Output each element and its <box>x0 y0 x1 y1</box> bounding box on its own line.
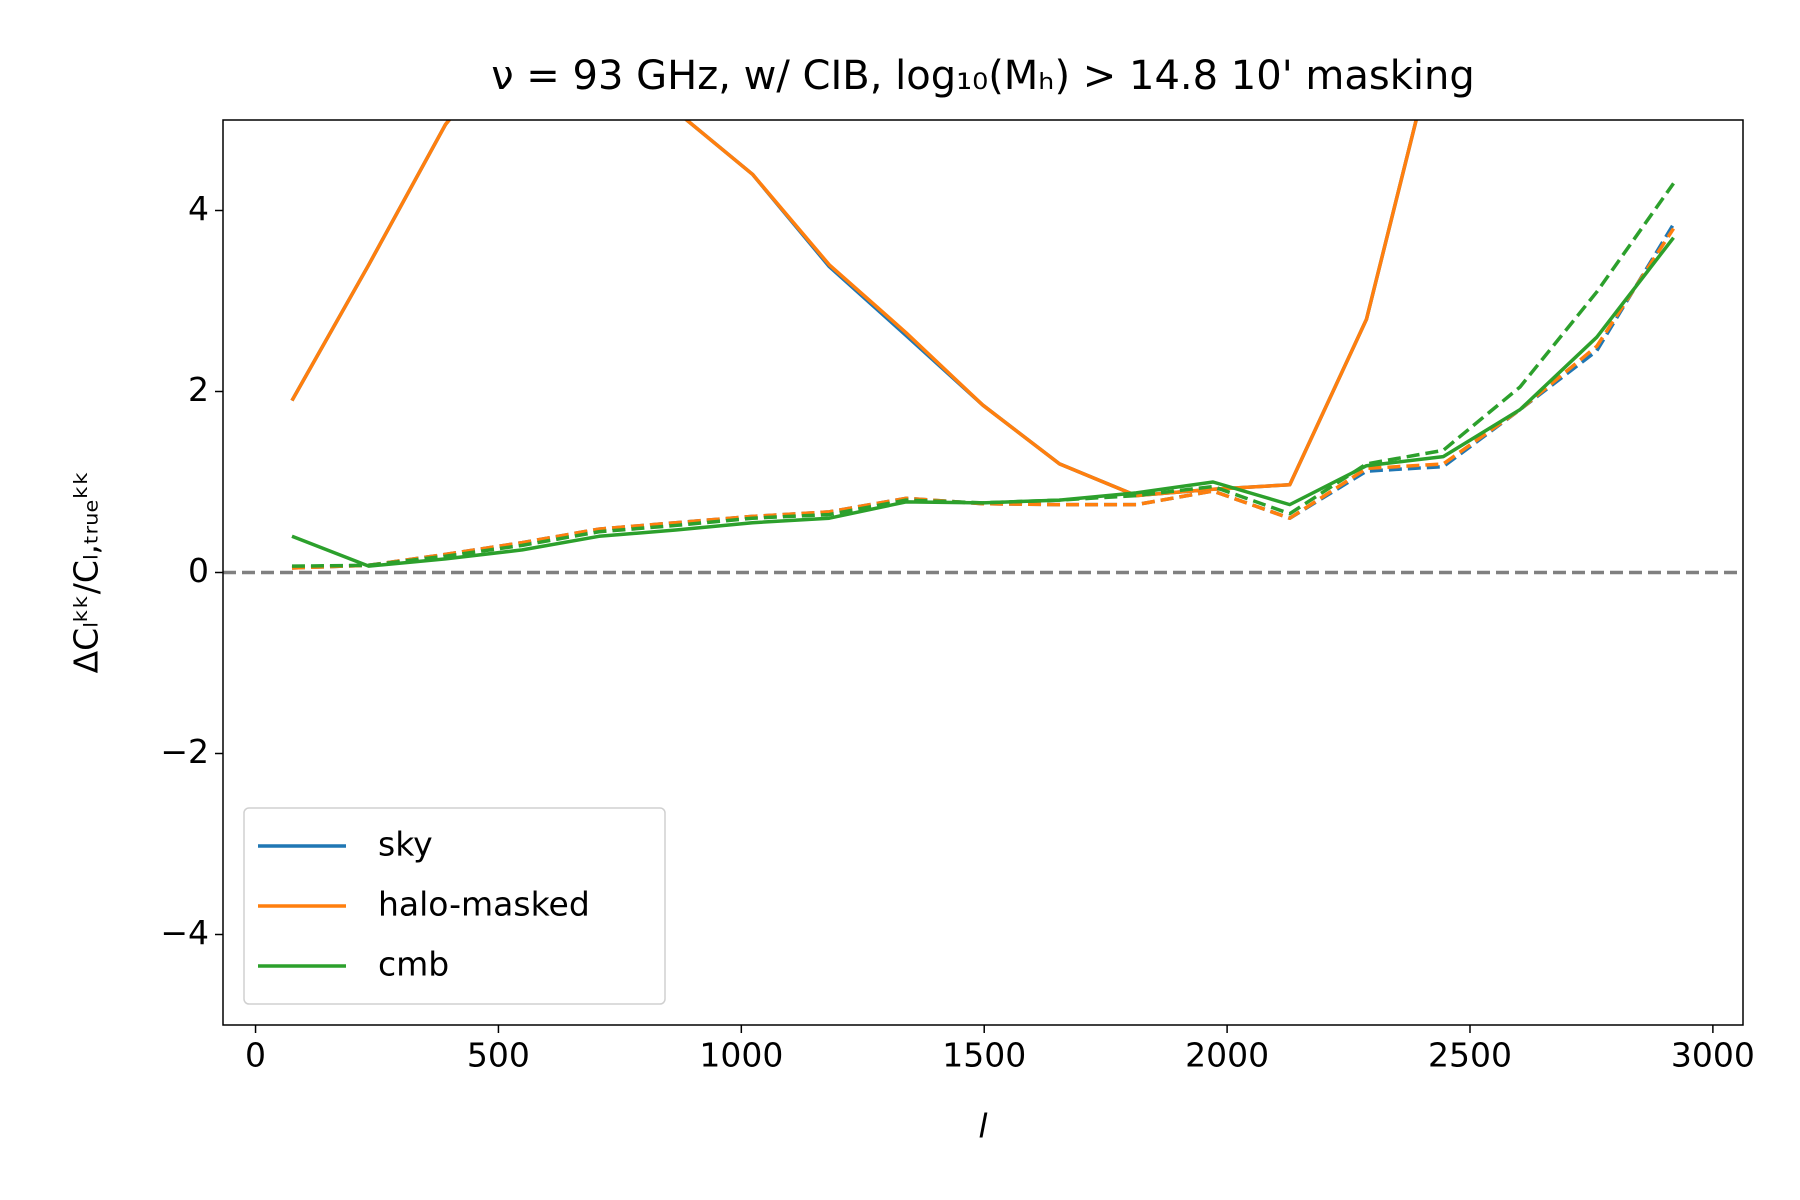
legend-box <box>243 807 666 1005</box>
line-series <box>291 227 1675 570</box>
x-tick-label: 500 <box>467 1036 530 1075</box>
plot-frame <box>222 119 1744 1026</box>
y-axis-label: ΔCₗᵏᵏ/Cₗ,ₜᵣᵤₑᵏᵏ <box>67 471 106 674</box>
x-axis-label: l <box>978 1107 987 1146</box>
x-tick-label: 1500 <box>942 1036 1026 1075</box>
legend-label: cmb <box>378 945 449 984</box>
y-tick-label: 2 <box>188 370 209 409</box>
y-tick-label: −2 <box>160 732 209 771</box>
line-series <box>291 236 1675 568</box>
legend-label: halo-masked <box>378 885 590 924</box>
line-series <box>290 120 1418 498</box>
x-tick-label: 1000 <box>699 1036 783 1075</box>
line-series <box>291 182 1675 568</box>
x-tick-label: 2000 <box>1185 1036 1269 1075</box>
x-tick-label: 2500 <box>1428 1036 1512 1075</box>
x-tick-label: 0 <box>245 1036 266 1075</box>
plot-area <box>223 120 1743 575</box>
x-tick-label: 3000 <box>1671 1036 1755 1075</box>
legend-label: sky <box>378 825 433 864</box>
y-tick-label: −4 <box>160 913 209 952</box>
y-tick-label: 0 <box>188 551 209 590</box>
line-series <box>291 223 1676 570</box>
chart-title: ν = 93 GHz, w/ CIB, log₁₀(Mₕ) > 14.8 10'… <box>491 53 1475 99</box>
y-tick-label: 4 <box>188 189 209 228</box>
